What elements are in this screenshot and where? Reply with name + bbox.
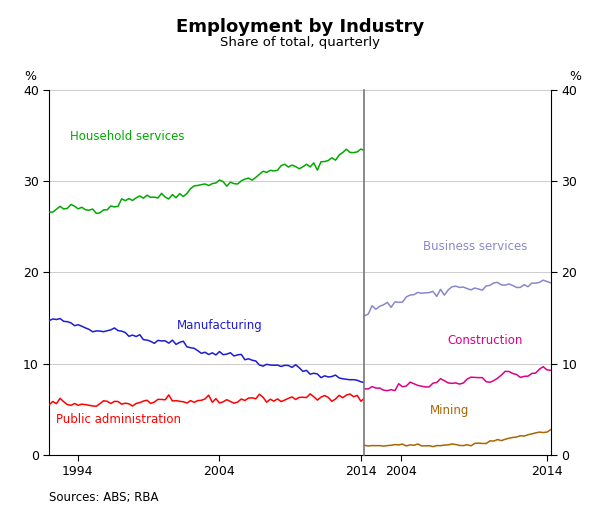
Text: Sources: ABS; RBA: Sources: ABS; RBA	[49, 491, 158, 504]
Text: Construction: Construction	[448, 334, 523, 346]
Text: Employment by Industry: Employment by Industry	[176, 18, 424, 36]
Text: Mining: Mining	[430, 404, 470, 417]
Text: Share of total, quarterly: Share of total, quarterly	[220, 36, 380, 49]
Text: Business services: Business services	[423, 240, 527, 252]
Text: Manufacturing: Manufacturing	[177, 319, 262, 332]
Text: %: %	[24, 70, 36, 83]
Text: %: %	[569, 70, 581, 83]
Text: Public administration: Public administration	[56, 413, 181, 426]
Text: Household services: Household services	[70, 130, 185, 143]
